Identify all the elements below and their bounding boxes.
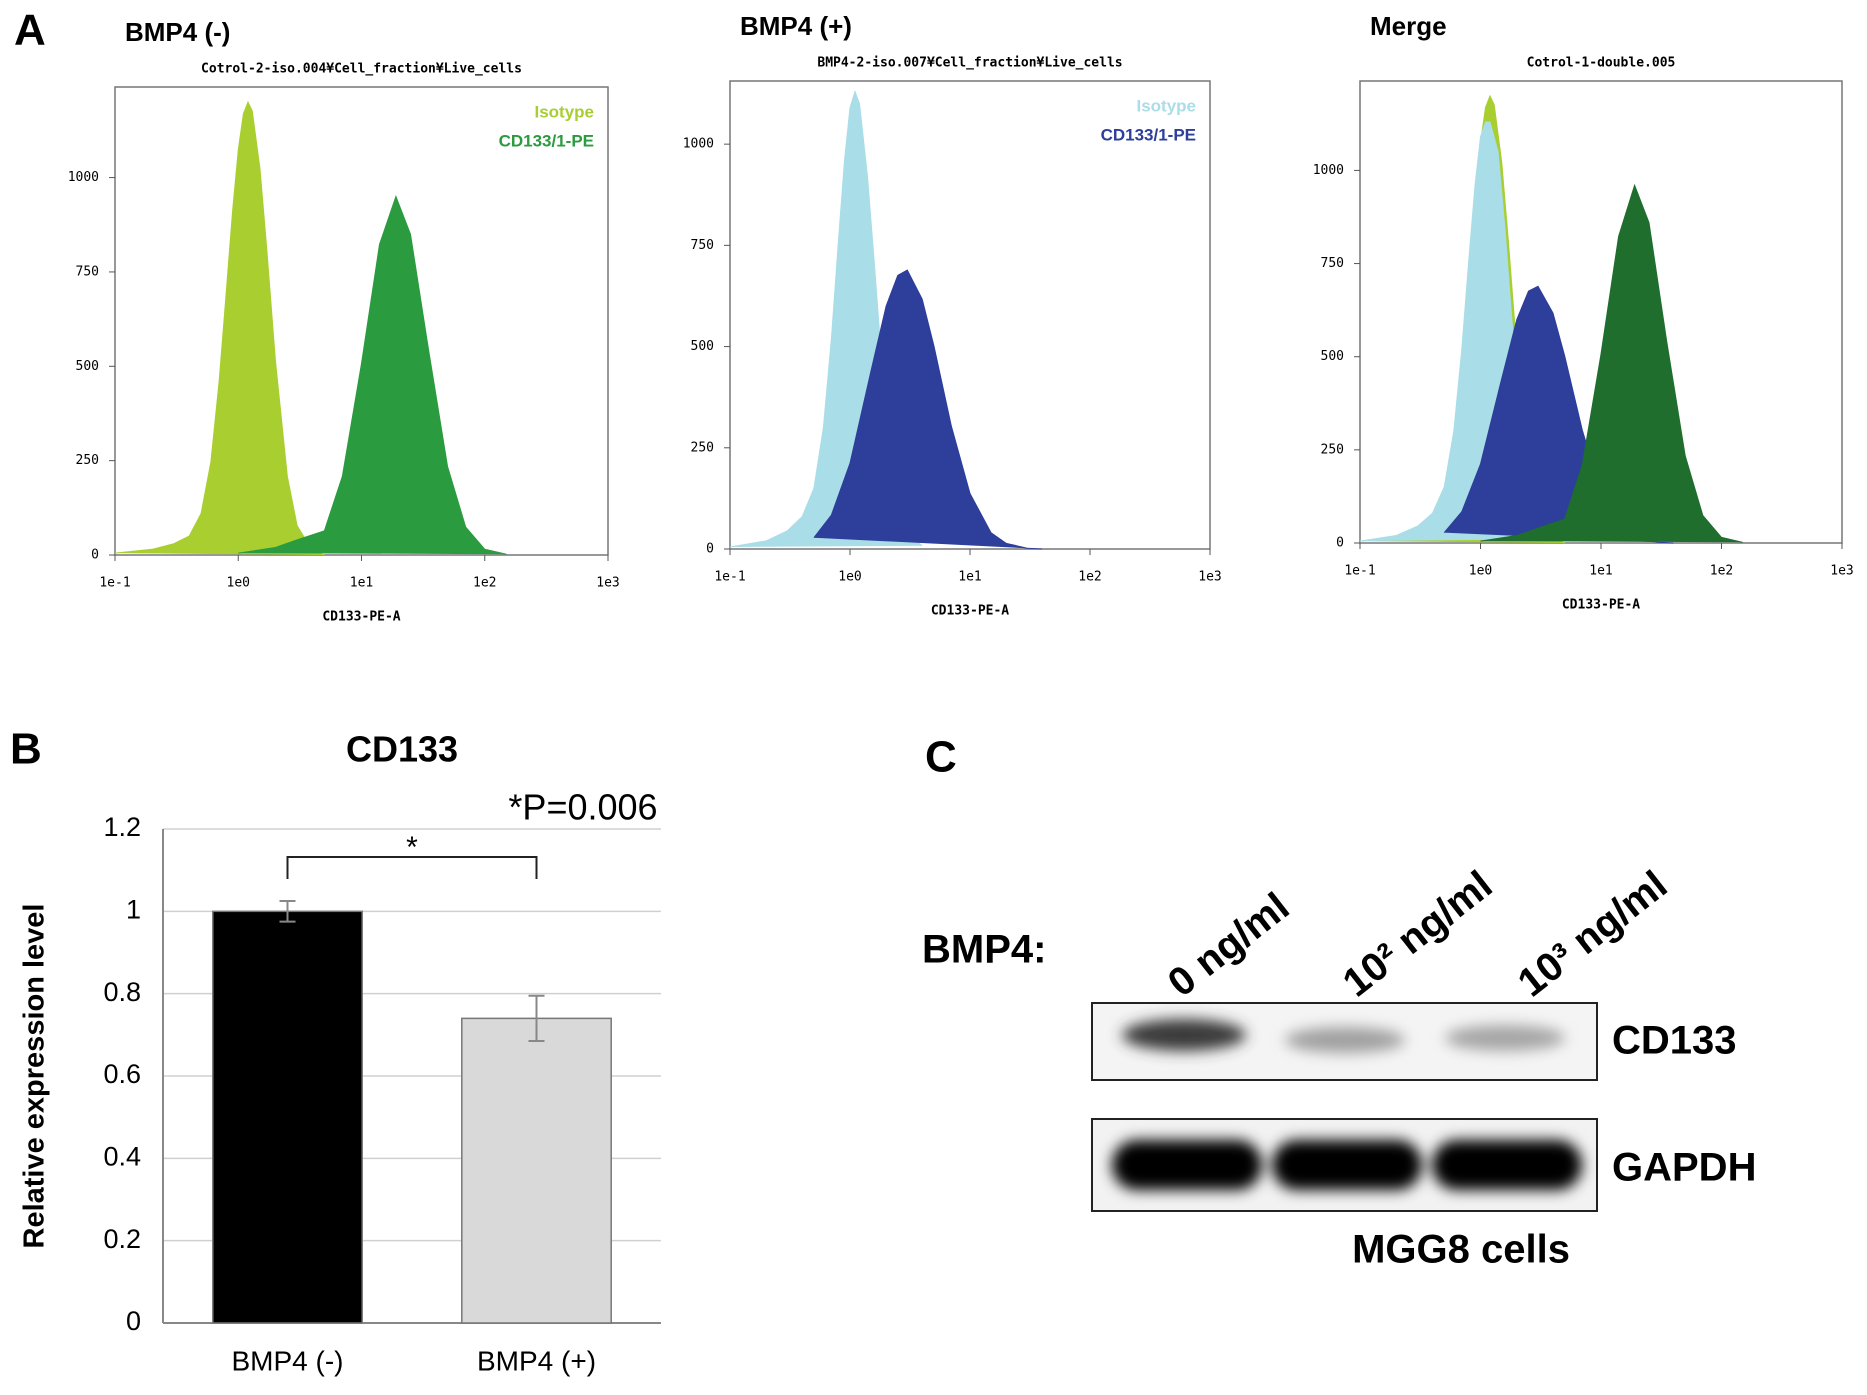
y-tick-label: 1000	[683, 137, 714, 152]
y-tick-label: 0.4	[103, 1141, 141, 1171]
x-tick-label: 1e2	[1078, 570, 1101, 585]
chart-title: Merge	[1370, 11, 1447, 41]
bar	[212, 910, 363, 1324]
y-tick-label: 500	[1321, 349, 1344, 364]
y-tick-label: 0.6	[103, 1059, 141, 1089]
x-axis-label: CD133-PE-A	[322, 610, 400, 625]
y-tick-label: 0.2	[103, 1224, 141, 1254]
error-bar	[528, 994, 545, 1043]
y-tick-label: 250	[76, 453, 99, 468]
y-tick-label: 750	[691, 238, 714, 253]
legend-entry: CD133/1-PE	[499, 131, 594, 150]
y-tick-label: 250	[691, 440, 714, 455]
x-tick-label: 1e-1	[1344, 564, 1375, 579]
x-tick-label: 1e0	[1469, 564, 1492, 579]
x-tick-label: 1e2	[473, 576, 496, 591]
x-tick-label: 1e1	[350, 576, 373, 591]
legend-entry: Isotype	[1136, 96, 1196, 115]
x-tick-label: 1e3	[1830, 564, 1853, 579]
y-tick-label: 1000	[68, 170, 99, 185]
panel-letter: B	[10, 725, 42, 774]
x-axis-label: CD133-PE-A	[931, 604, 1009, 619]
y-tick-label: 750	[76, 264, 99, 279]
significance-mark: *	[406, 831, 418, 864]
lane-label: 10² ng/ml	[1335, 863, 1500, 1006]
y-tick-label: 500	[691, 339, 714, 354]
y-tick-label: 0	[126, 1306, 141, 1336]
chart-subtitle: Cotrol-2-iso.004¥Cell_fraction¥Live_cell…	[201, 62, 522, 77]
blot-label: BMP4:	[922, 928, 1046, 972]
legend-entry: Isotype	[534, 102, 594, 121]
histogram-area	[1480, 183, 1743, 543]
x-axis-label: CD133-PE-A	[1562, 598, 1640, 613]
y-tick-label: 0	[91, 548, 99, 563]
row-label: GAPDH	[1612, 1146, 1756, 1190]
lane-label: 0 ng/ml	[1160, 885, 1297, 1006]
blot-caption: MGG8 cells	[1352, 1228, 1570, 1272]
x-tick-label: BMP4 (-)	[232, 1345, 344, 1376]
y-tick-label: 0	[1336, 536, 1344, 551]
chart-title: BMP4 (+)	[740, 11, 852, 41]
x-tick-label: 1e-1	[714, 570, 745, 585]
lane-label: 10³ ng/ml	[1510, 863, 1675, 1006]
histogram-area	[813, 269, 1043, 550]
x-tick-label: BMP4 (+)	[477, 1345, 596, 1376]
chart-subtitle: BMP4-2-iso.007¥Cell_fraction¥Live_cells	[817, 56, 1122, 71]
blot-bands	[1112, 1140, 1582, 1190]
y-tick-label: 500	[76, 359, 99, 374]
x-tick-label: 1e1	[1589, 564, 1612, 579]
chart-title: BMP4 (-)	[125, 17, 230, 47]
y-axis-label: Relative expression level	[19, 904, 51, 1249]
x-tick-label: 1e2	[1710, 564, 1733, 579]
chart-title: CD133	[346, 729, 458, 770]
row-label: CD133	[1612, 1019, 1737, 1063]
x-tick-label: 1e3	[596, 576, 619, 591]
y-tick-label: 1	[126, 894, 141, 924]
y-tick-label: 1000	[1313, 163, 1344, 178]
panel-letter: C	[925, 733, 957, 782]
blot-bands	[1122, 1019, 1565, 1053]
x-tick-label: 1e3	[1198, 570, 1221, 585]
x-tick-label: 1e1	[958, 570, 981, 585]
plot-frame	[729, 80, 1211, 550]
chart-subtitle: Cotrol-1-double.005	[1527, 56, 1676, 71]
legend-entry: CD133/1-PE	[1101, 125, 1196, 144]
histogram-area	[238, 195, 507, 555]
histogram-area	[114, 100, 325, 556]
x-tick-label: 1e0	[838, 570, 861, 585]
panel-letter: A	[14, 6, 46, 55]
y-tick-label: 750	[1321, 256, 1344, 271]
x-tick-label: 1e0	[227, 576, 250, 591]
significance-bracket	[286, 856, 538, 879]
y-tick-label: 1.2	[103, 812, 141, 842]
y-tick-label: 0.8	[103, 977, 141, 1007]
bar	[461, 1017, 612, 1324]
y-tick-label: 0	[706, 542, 714, 557]
error-bar	[279, 900, 296, 923]
y-tick-label: 250	[1321, 442, 1344, 457]
x-tick-label: 1e-1	[99, 576, 130, 591]
p-value: *P=0.006	[508, 787, 657, 828]
